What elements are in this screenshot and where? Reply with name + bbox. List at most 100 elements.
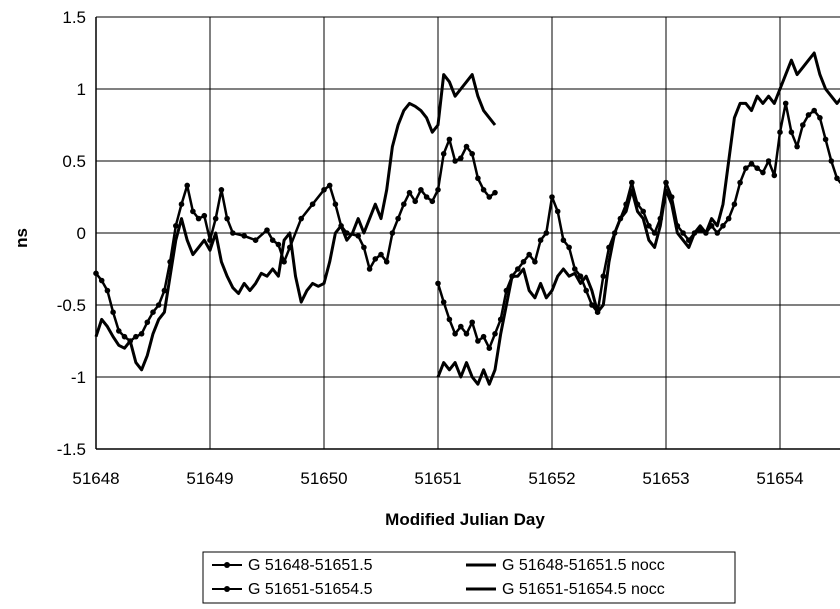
y-tick-label: 0.5 bbox=[62, 152, 86, 171]
series-line bbox=[95, 138, 496, 343]
data-point bbox=[589, 302, 595, 308]
data-point bbox=[714, 230, 721, 236]
data-point bbox=[309, 201, 316, 207]
data-point bbox=[640, 208, 646, 215]
data-point bbox=[834, 175, 840, 182]
data-point bbox=[269, 237, 276, 243]
data-point bbox=[560, 237, 567, 243]
data-point bbox=[458, 323, 464, 330]
data-point bbox=[480, 333, 487, 340]
data-point bbox=[492, 189, 498, 196]
data-point bbox=[492, 331, 498, 337]
data-point bbox=[446, 316, 453, 323]
data-point bbox=[543, 230, 550, 236]
legend-item: G 51648-51651.5 bbox=[212, 557, 373, 574]
data-point bbox=[252, 237, 259, 243]
data-point bbox=[440, 299, 447, 305]
legend-label: G 51648-51651.5 nocc bbox=[502, 557, 665, 574]
data-point bbox=[440, 151, 447, 157]
x-tick-label: 51650 bbox=[300, 469, 347, 488]
data-point bbox=[104, 287, 111, 294]
data-point bbox=[463, 143, 470, 150]
data-point bbox=[423, 194, 430, 200]
data-point bbox=[743, 165, 749, 171]
data-point bbox=[554, 208, 561, 215]
series-4 bbox=[436, 51, 840, 386]
data-point bbox=[395, 215, 401, 222]
data-point bbox=[435, 280, 441, 287]
data-point bbox=[537, 237, 544, 243]
data-point bbox=[486, 345, 493, 352]
data-point bbox=[475, 175, 481, 182]
data-point bbox=[572, 266, 578, 272]
data-point bbox=[218, 187, 225, 193]
data-point bbox=[326, 182, 333, 189]
legend-label: G 51648-51651.5 bbox=[248, 557, 373, 574]
series-1 bbox=[93, 136, 498, 344]
data-point bbox=[532, 259, 538, 265]
data-point bbox=[458, 155, 464, 161]
data-point bbox=[110, 309, 116, 316]
data-point bbox=[452, 158, 458, 164]
x-tick-label: 51651 bbox=[414, 469, 461, 488]
series-3 bbox=[94, 73, 497, 372]
data-point bbox=[583, 287, 589, 294]
data-point bbox=[765, 158, 772, 164]
x-tick-label: 51653 bbox=[642, 469, 689, 488]
y-axis-title: ns bbox=[12, 228, 31, 248]
data-point bbox=[173, 223, 179, 229]
data-point bbox=[429, 198, 436, 205]
data-point bbox=[133, 333, 139, 340]
data-point bbox=[629, 179, 635, 186]
data-point bbox=[566, 244, 572, 251]
data-point bbox=[600, 273, 607, 280]
data-point bbox=[828, 158, 835, 164]
data-point bbox=[469, 151, 476, 157]
x-tick-label: 51649 bbox=[186, 469, 233, 488]
data-point bbox=[754, 165, 760, 171]
data-point bbox=[321, 187, 327, 193]
data-point bbox=[389, 230, 396, 236]
data-point bbox=[788, 129, 795, 135]
x-axis-title: Modified Julian Day bbox=[385, 510, 545, 529]
y-tick-label: -1 bbox=[71, 368, 86, 387]
data-point bbox=[549, 194, 555, 200]
data-point bbox=[515, 266, 521, 272]
data-point bbox=[760, 169, 766, 176]
legend-marker bbox=[224, 562, 230, 568]
data-point bbox=[805, 112, 812, 118]
data-point bbox=[372, 256, 379, 262]
data-point bbox=[201, 212, 208, 219]
data-point bbox=[418, 187, 424, 193]
legend-item: G 51651-51654.5 bbox=[212, 581, 373, 598]
y-tick-label: -1.5 bbox=[57, 440, 86, 459]
data-point bbox=[378, 251, 384, 258]
data-point bbox=[822, 136, 829, 143]
data-point bbox=[184, 182, 190, 189]
x-tick-labels: 51648 51649 51650 51651 51652 51653 51654 bbox=[72, 469, 803, 488]
data-point bbox=[663, 179, 669, 186]
legend-item: G 51651-51654.5 nocc bbox=[466, 581, 665, 598]
data-point bbox=[469, 319, 476, 326]
data-point bbox=[725, 215, 732, 222]
data-point bbox=[737, 179, 743, 186]
legend-label: G 51651-51654.5 bbox=[248, 581, 373, 598]
data-point bbox=[361, 244, 367, 251]
data-point bbox=[486, 194, 493, 200]
data-point bbox=[811, 107, 817, 114]
data-point bbox=[150, 309, 156, 316]
axes bbox=[95, 17, 840, 450]
data-point bbox=[178, 201, 185, 207]
data-point bbox=[144, 319, 151, 326]
series-2 bbox=[435, 100, 840, 352]
x-tick-label: 51654 bbox=[756, 469, 803, 488]
data-point bbox=[782, 100, 789, 107]
data-point bbox=[212, 215, 219, 222]
y-tick-label: -0.5 bbox=[57, 296, 86, 315]
data-point bbox=[138, 331, 145, 337]
x-tick-label: 51652 bbox=[528, 469, 575, 488]
data-point bbox=[366, 266, 373, 272]
data-point bbox=[121, 333, 128, 340]
data-point bbox=[275, 241, 282, 248]
